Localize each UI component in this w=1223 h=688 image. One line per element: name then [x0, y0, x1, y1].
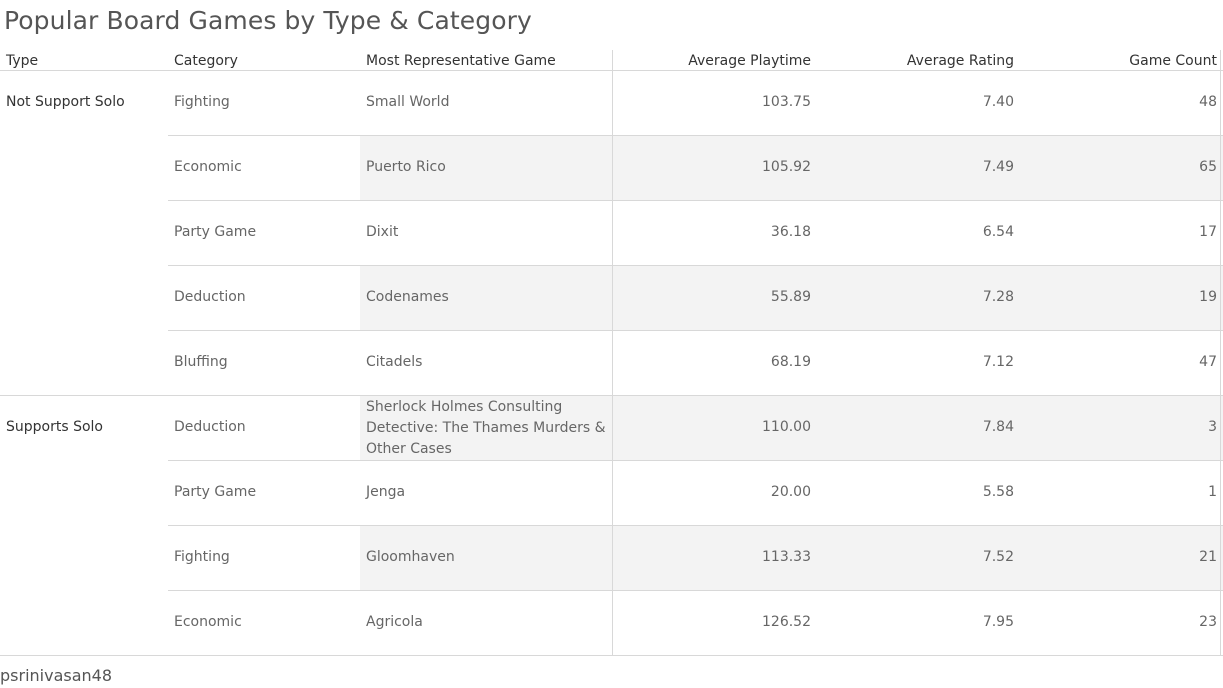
row-divider	[0, 655, 1223, 656]
playtime-cell: 110.00	[762, 419, 811, 435]
count-cell: 1	[1208, 484, 1217, 500]
row-band	[360, 396, 1223, 460]
row-band	[360, 136, 1223, 200]
count-cell: 65	[1199, 159, 1217, 175]
playtime-cell: 36.18	[770, 224, 811, 240]
header-category[interactable]: Category	[174, 53, 238, 69]
rating-cell: 7.84	[982, 419, 1014, 435]
game-cell: Gloomhaven	[366, 549, 455, 565]
category-cell: Fighting	[174, 94, 230, 110]
row-divider	[168, 525, 1223, 526]
category-cell: Deduction	[174, 419, 246, 435]
game-cell: Dixit	[366, 224, 399, 240]
row-divider	[168, 460, 1223, 461]
rating-cell: 7.52	[982, 549, 1014, 565]
game-cell: Jenga	[366, 484, 406, 500]
playtime-cell: 113.33	[762, 549, 811, 565]
category-cell: Fighting	[174, 549, 230, 565]
header-game[interactable]: Most Representative Game	[366, 53, 556, 69]
author-credit: psrinivasan48	[0, 666, 113, 685]
count-cell: 17	[1199, 224, 1217, 240]
header-average-playtime[interactable]: Average Playtime	[688, 53, 811, 69]
row-divider	[0, 395, 1223, 396]
row-band	[360, 266, 1223, 330]
category-cell: Party Game	[174, 224, 257, 240]
playtime-cell: 105.92	[762, 159, 811, 175]
header-type[interactable]: Type	[6, 53, 39, 69]
game-cell: Sherlock Holmes Consulting Detective: Th…	[366, 399, 606, 457]
type-label: Not Support Solo	[6, 94, 125, 110]
count-cell: 47	[1199, 354, 1217, 370]
playtime-cell: 103.75	[762, 94, 811, 110]
header-divider	[0, 70, 1223, 71]
playtime-cell: 68.19	[770, 354, 811, 370]
game-cell: Small World	[366, 94, 450, 110]
rating-cell: 7.49	[982, 159, 1014, 175]
rating-cell: 7.12	[982, 354, 1014, 370]
row-divider	[168, 265, 1223, 266]
row-divider	[168, 135, 1223, 136]
column-divider	[612, 50, 613, 656]
header-average-rating[interactable]: Average Rating	[906, 53, 1014, 69]
data-table: Type Category Most Representative Game A…	[0, 50, 1223, 656]
row-band	[360, 526, 1223, 590]
category-cell: Economic	[174, 159, 242, 175]
rating-cell: 7.40	[982, 94, 1014, 110]
row-divider	[168, 200, 1223, 201]
rating-cell: 7.28	[982, 289, 1014, 305]
count-cell: 23	[1199, 614, 1217, 630]
game-cell: Puerto Rico	[366, 159, 446, 175]
game-cell: Agricola	[366, 614, 423, 630]
count-cell: 48	[1199, 94, 1217, 110]
header-game-count[interactable]: Game Count	[1129, 53, 1217, 69]
game-cell: Citadels	[366, 354, 423, 370]
playtime-cell: 20.00	[770, 484, 811, 500]
game-cell: Codenames	[366, 289, 449, 305]
count-cell: 21	[1199, 549, 1217, 565]
count-cell: 3	[1208, 419, 1217, 435]
row-divider	[168, 330, 1223, 331]
category-cell: Bluffing	[174, 354, 228, 370]
rating-cell: 5.58	[982, 484, 1014, 500]
chart-title: Popular Board Games by Type & Category	[4, 6, 532, 35]
count-cell: 19	[1199, 289, 1217, 305]
playtime-cell: 126.52	[762, 614, 811, 630]
rating-cell: 7.95	[982, 614, 1014, 630]
category-cell: Economic	[174, 614, 242, 630]
type-label: Supports Solo	[6, 419, 103, 435]
rating-cell: 6.54	[982, 224, 1014, 240]
table-right-border	[1220, 50, 1221, 656]
category-cell: Party Game	[174, 484, 257, 500]
row-divider	[168, 590, 1223, 591]
category-cell: Deduction	[174, 289, 246, 305]
playtime-cell: 55.89	[770, 289, 811, 305]
